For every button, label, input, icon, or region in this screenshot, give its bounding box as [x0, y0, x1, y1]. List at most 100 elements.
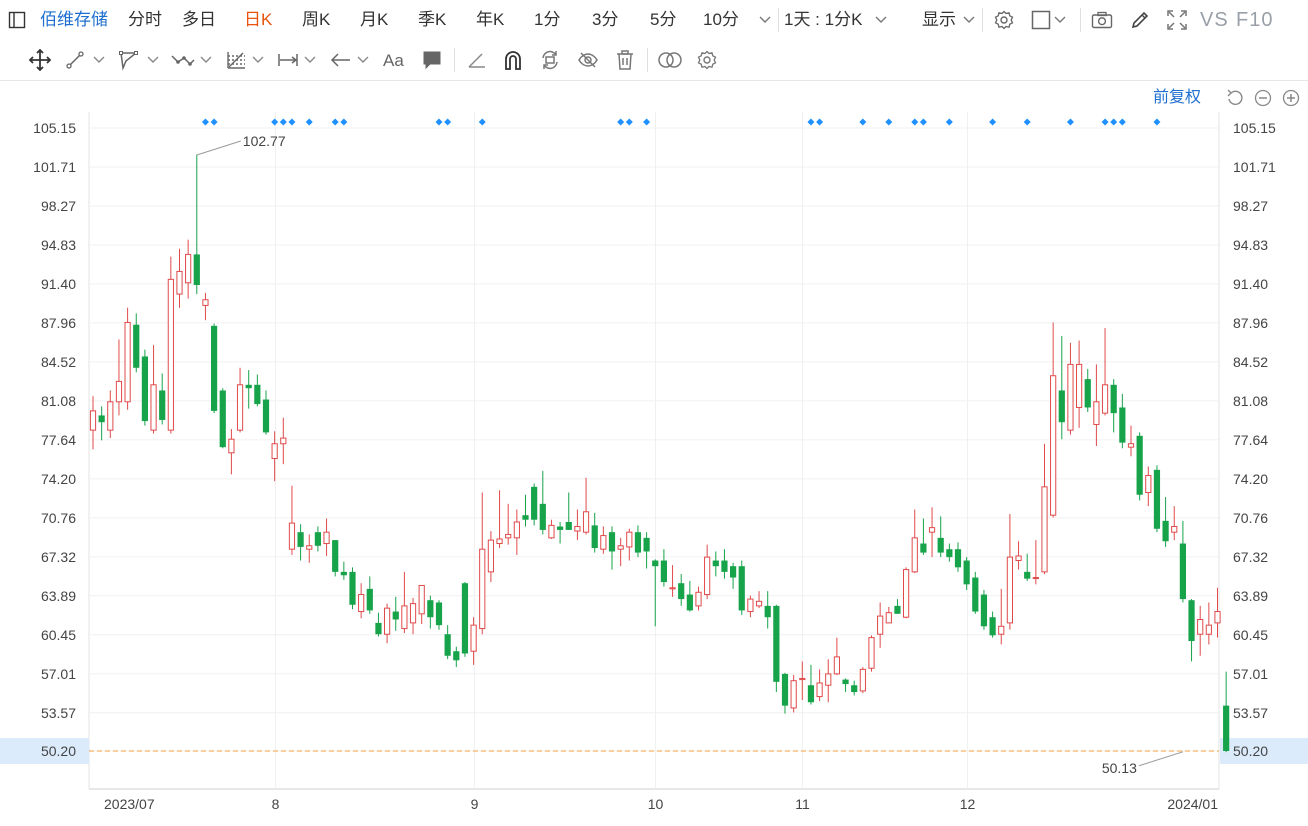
candle-body[interactable]	[842, 679, 849, 685]
measure-tool-chevron-icon[interactable]	[302, 40, 318, 80]
event-marker[interactable]	[816, 118, 824, 126]
candle-body[interactable]	[453, 651, 460, 661]
event-marker[interactable]	[911, 118, 919, 126]
candle-body[interactable]	[150, 384, 157, 431]
candle-body[interactable]	[435, 602, 443, 626]
candle-body[interactable]	[340, 571, 347, 576]
candle-body[interactable]	[721, 560, 728, 572]
candle-body[interactable]	[1101, 384, 1109, 414]
event-marker[interactable]	[340, 118, 348, 126]
polygon-tool-icon[interactable]	[116, 40, 142, 80]
candle-body[interactable]	[868, 637, 875, 669]
event-marker[interactable]	[1153, 118, 1161, 126]
candle-body[interactable]	[522, 515, 529, 520]
tab-yearly-k[interactable]: 年K	[476, 10, 505, 29]
candle-body[interactable]	[695, 591, 702, 607]
candle-body[interactable]	[219, 390, 226, 448]
candle-body[interactable]	[479, 548, 486, 630]
text-tool-icon[interactable]: Aa	[380, 40, 410, 80]
event-marker[interactable]	[271, 118, 279, 126]
candle-body[interactable]	[314, 532, 321, 546]
candle-body[interactable]	[1006, 556, 1013, 624]
fibonacci-tool-chevron-icon[interactable]	[250, 40, 266, 80]
candle-body[interactable]	[487, 539, 494, 573]
candle-body[interactable]	[444, 634, 451, 656]
candle-body[interactable]	[903, 569, 910, 618]
candle-body[interactable]	[557, 526, 564, 530]
candle-body[interactable]	[531, 486, 538, 520]
magnet-icon[interactable]	[499, 40, 527, 80]
display-menu[interactable]: 显示	[922, 10, 956, 29]
candle-body[interactable]	[877, 615, 884, 635]
fibonacci-tool-icon[interactable]	[222, 40, 250, 80]
candle-body[interactable]	[167, 278, 174, 431]
candle-body[interactable]	[280, 437, 287, 445]
tab-5min[interactable]: 5分	[650, 10, 677, 29]
tab-3min[interactable]: 3分	[592, 10, 619, 29]
candle-body[interactable]	[565, 521, 572, 530]
candle-body[interactable]	[141, 356, 148, 422]
wave-tool-chevron-icon[interactable]	[198, 40, 214, 80]
candle-body[interactable]	[366, 588, 373, 611]
candle-body[interactable]	[608, 532, 616, 552]
sidebar-toggle-icon[interactable]	[4, 0, 30, 40]
candle-body[interactable]	[885, 612, 892, 624]
compare-vs-button[interactable]: VS	[1200, 9, 1229, 31]
candle-body[interactable]	[669, 587, 676, 590]
candle-body[interactable]	[98, 415, 105, 423]
candle-body[interactable]	[686, 594, 693, 611]
candle-body[interactable]	[297, 532, 304, 547]
candle-body[interactable]	[1136, 435, 1143, 495]
tab-fenshi[interactable]: 分时	[128, 10, 162, 29]
candle-body[interactable]	[1153, 469, 1161, 529]
candle-body[interactable]	[124, 321, 131, 403]
comment-tool-icon[interactable]	[418, 40, 446, 80]
candle-body[interactable]	[193, 254, 200, 286]
candle-body[interactable]	[1179, 543, 1186, 600]
overlay-compare-icon[interactable]	[656, 40, 684, 80]
event-marker[interactable]	[1110, 118, 1118, 126]
candle-body[interactable]	[185, 253, 192, 284]
tab-quarterly-k[interactable]: 季K	[418, 10, 447, 29]
event-marker[interactable]	[288, 118, 296, 126]
candle-body[interactable]	[1162, 520, 1169, 542]
candle-body[interactable]	[236, 384, 244, 431]
candle-body[interactable]	[211, 325, 218, 411]
candle-body[interactable]	[600, 535, 607, 550]
candle-body[interactable]	[963, 560, 970, 585]
candle-body[interactable]	[859, 668, 866, 692]
candle-body[interactable]	[505, 533, 512, 539]
candle-body[interactable]	[1067, 363, 1074, 431]
candle-body[interactable]	[496, 538, 503, 545]
settings-gear-icon[interactable]	[990, 0, 1018, 40]
candle-body[interactable]	[1188, 600, 1195, 642]
trash-icon[interactable]	[611, 40, 639, 80]
candle-body[interactable]	[946, 549, 953, 558]
candle-body[interactable]	[1223, 705, 1230, 751]
candle-body[interactable]	[539, 503, 546, 530]
candle-body[interactable]	[384, 607, 391, 635]
event-marker[interactable]	[807, 118, 815, 126]
candle-body[interactable]	[1197, 618, 1204, 635]
event-marker[interactable]	[201, 118, 209, 126]
candle-body[interactable]	[816, 682, 823, 698]
candle-body[interactable]	[980, 594, 988, 627]
candle-body[interactable]	[159, 390, 166, 420]
candle-body[interactable]	[375, 622, 382, 635]
toolbar-settings-gear-icon[interactable]	[693, 40, 721, 80]
event-marker[interactable]	[210, 118, 218, 126]
candle-body[interactable]	[176, 270, 183, 295]
candle-body[interactable]	[1084, 379, 1091, 408]
candle-body[interactable]	[349, 571, 356, 605]
candlestick-chart[interactable]: 105.15 101.71 98.27 94.83 91.40 87.96 84.52 81.…	[0, 80, 1308, 826]
candle-body[interactable]	[1205, 624, 1212, 635]
candle-body[interactable]	[825, 673, 832, 686]
arrow-tool-chevron-icon[interactable]	[354, 40, 372, 80]
event-marker[interactable]	[435, 118, 443, 126]
zoom-out-icon[interactable]	[1252, 86, 1274, 110]
line-tool-chevron-icon[interactable]	[90, 40, 108, 80]
candle-body[interactable]	[1032, 577, 1039, 580]
camera-icon[interactable]	[1088, 0, 1116, 40]
candle-body[interactable]	[998, 625, 1005, 635]
polygon-tool-chevron-icon[interactable]	[144, 40, 162, 80]
